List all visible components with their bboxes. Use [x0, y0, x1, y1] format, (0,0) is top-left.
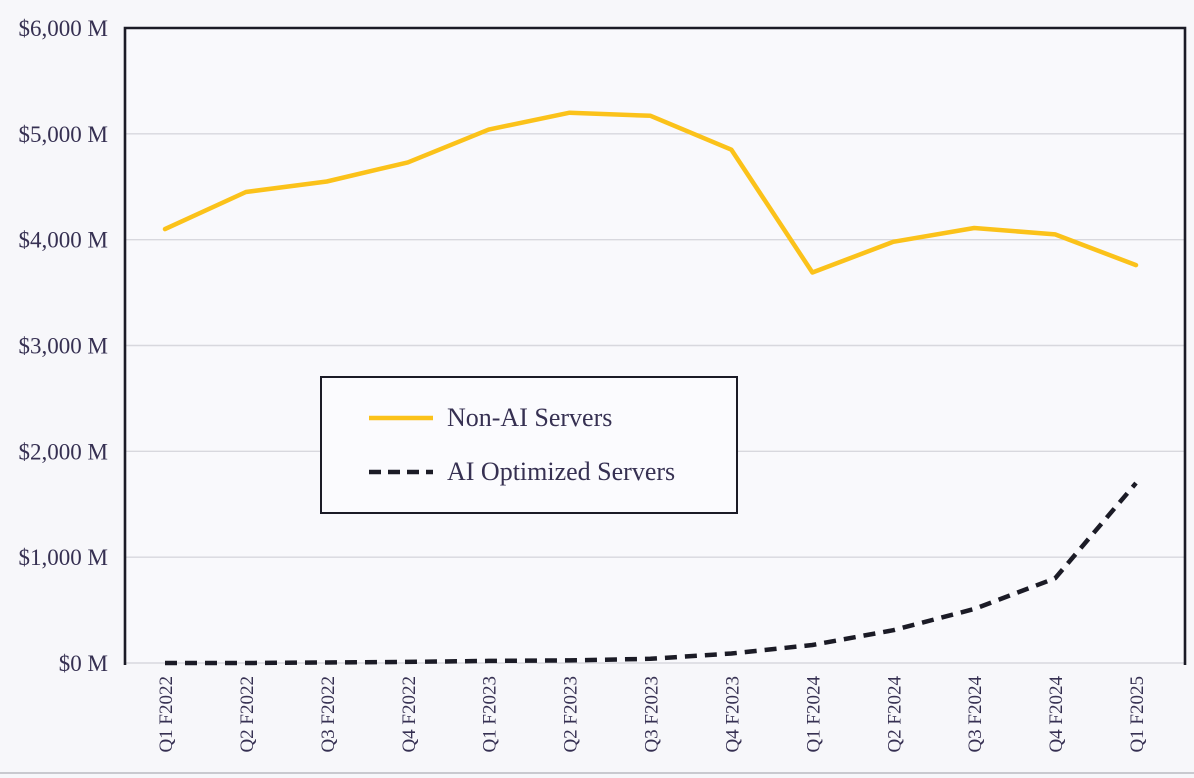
x-axis-tick-label: Q1 F2025 [1127, 676, 1148, 753]
axis-border [123, 26, 1187, 665]
x-axis-tick-label: Q1 F2023 [480, 676, 501, 753]
y-axis-tick-label: $6,000 M [19, 16, 108, 41]
y-axis-tick-label: $5,000 M [19, 122, 108, 147]
y-axis-tick-label: $3,000 M [19, 334, 108, 359]
x-axis-tick-label: Q2 F2023 [561, 676, 582, 753]
x-axis-tick-label: Q4 F2023 [722, 676, 743, 753]
x-axis-tick-label: Q3 F2022 [318, 676, 339, 753]
x-axis-tick-label: Q4 F2022 [399, 676, 420, 753]
x-axis-tick-label: Q3 F2023 [642, 676, 663, 753]
series-line-ai-optimized-servers [165, 481, 1138, 666]
solid-line-marker-icon [369, 415, 433, 420]
bottom-divider [0, 772, 1194, 774]
series-line-non-ai-servers [162, 110, 1139, 275]
x-axis-tick-label: Q2 F2022 [237, 676, 258, 753]
legend-label: AI Optimized Servers [447, 457, 676, 487]
legend-label: Non-AI Servers [447, 402, 613, 432]
x-axis-tick-label: Q2 F2024 [884, 676, 905, 753]
x-axis-tick-label: Q4 F2024 [1046, 676, 1067, 753]
y-axis-tick-label: $1,000 M [19, 545, 108, 570]
y-axis-tick-label: $0 M [59, 651, 108, 676]
y-axis-tick-label: $2,000 M [19, 439, 108, 464]
x-axis-tick-label: Q1 F2022 [156, 676, 177, 753]
legend-item-non-ai-servers: Non-AI Servers [368, 403, 736, 433]
y-axis-tick-label: $4,000 M [19, 228, 108, 253]
legend: Non-AI Servers AI Optimized Servers [320, 376, 738, 514]
legend-item-ai-optimized-servers: AI Optimized Servers [368, 457, 736, 487]
x-axis-tick-label: Q1 F2024 [803, 676, 824, 753]
x-axis-tick-label: Q3 F2024 [965, 676, 986, 753]
dashed-line-marker-icon [369, 470, 433, 475]
